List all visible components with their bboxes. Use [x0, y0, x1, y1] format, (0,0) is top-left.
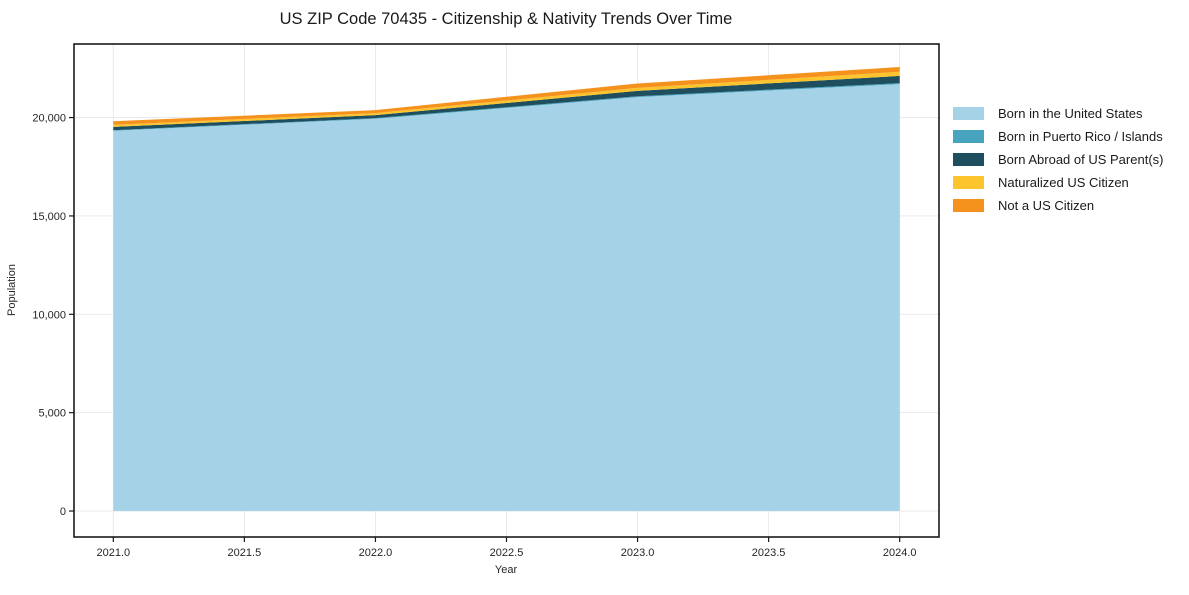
chart-title: US ZIP Code 70435 - Citizenship & Nativi… — [280, 10, 733, 28]
x-axis-label: Year — [495, 564, 518, 576]
svg-text:2024.0: 2024.0 — [883, 547, 917, 559]
svg-text:2021.0: 2021.0 — [96, 547, 130, 559]
legend-swatch-born-abroad — [953, 153, 984, 166]
svg-text:20,000: 20,000 — [32, 113, 66, 125]
svg-text:0: 0 — [60, 506, 66, 518]
legend-swatch-not-citizen — [953, 199, 984, 212]
legend-label: Born in the United States — [998, 106, 1143, 121]
legend-swatch-naturalized — [953, 176, 984, 189]
svg-text:2022.0: 2022.0 — [359, 547, 393, 559]
svg-text:2023.0: 2023.0 — [621, 547, 655, 559]
svg-text:15,000: 15,000 — [32, 211, 66, 223]
stacked-areas — [113, 67, 900, 511]
legend-label: Not a US Citizen — [998, 198, 1095, 213]
legend: Born in the United States Born in Puerto… — [953, 102, 1163, 217]
legend-item: Naturalized US Citizen — [953, 171, 1163, 194]
legend-swatch-born-us — [953, 107, 984, 120]
legend-label: Born in Puerto Rico / Islands — [998, 129, 1163, 144]
y-axis-label: Population — [6, 264, 18, 316]
svg-text:2023.5: 2023.5 — [752, 547, 786, 559]
svg-text:5,000: 5,000 — [38, 408, 66, 420]
axis-tick-marks — [69, 116, 901, 542]
legend-label: Born Abroad of US Parent(s) — [998, 152, 1164, 167]
legend-item: Born Abroad of US Parent(s) — [953, 148, 1163, 171]
legend-item: Born in the United States — [953, 102, 1163, 125]
legend-label: Naturalized US Citizen — [998, 175, 1129, 190]
svg-text:2021.5: 2021.5 — [228, 547, 262, 559]
svg-text:2022.5: 2022.5 — [490, 547, 524, 559]
svg-text:10,000: 10,000 — [32, 309, 66, 321]
y-tick-labels: 0 5,000 10,000 15,000 20,000 — [32, 113, 66, 518]
legend-swatch-born-pr — [953, 130, 984, 143]
legend-item: Born in Puerto Rico / Islands — [953, 125, 1163, 148]
x-tick-labels: 2021.0 2021.5 2022.0 2022.5 2023.0 2023.5 2024… — [96, 547, 916, 559]
legend-item: Not a US Citizen — [953, 194, 1163, 217]
